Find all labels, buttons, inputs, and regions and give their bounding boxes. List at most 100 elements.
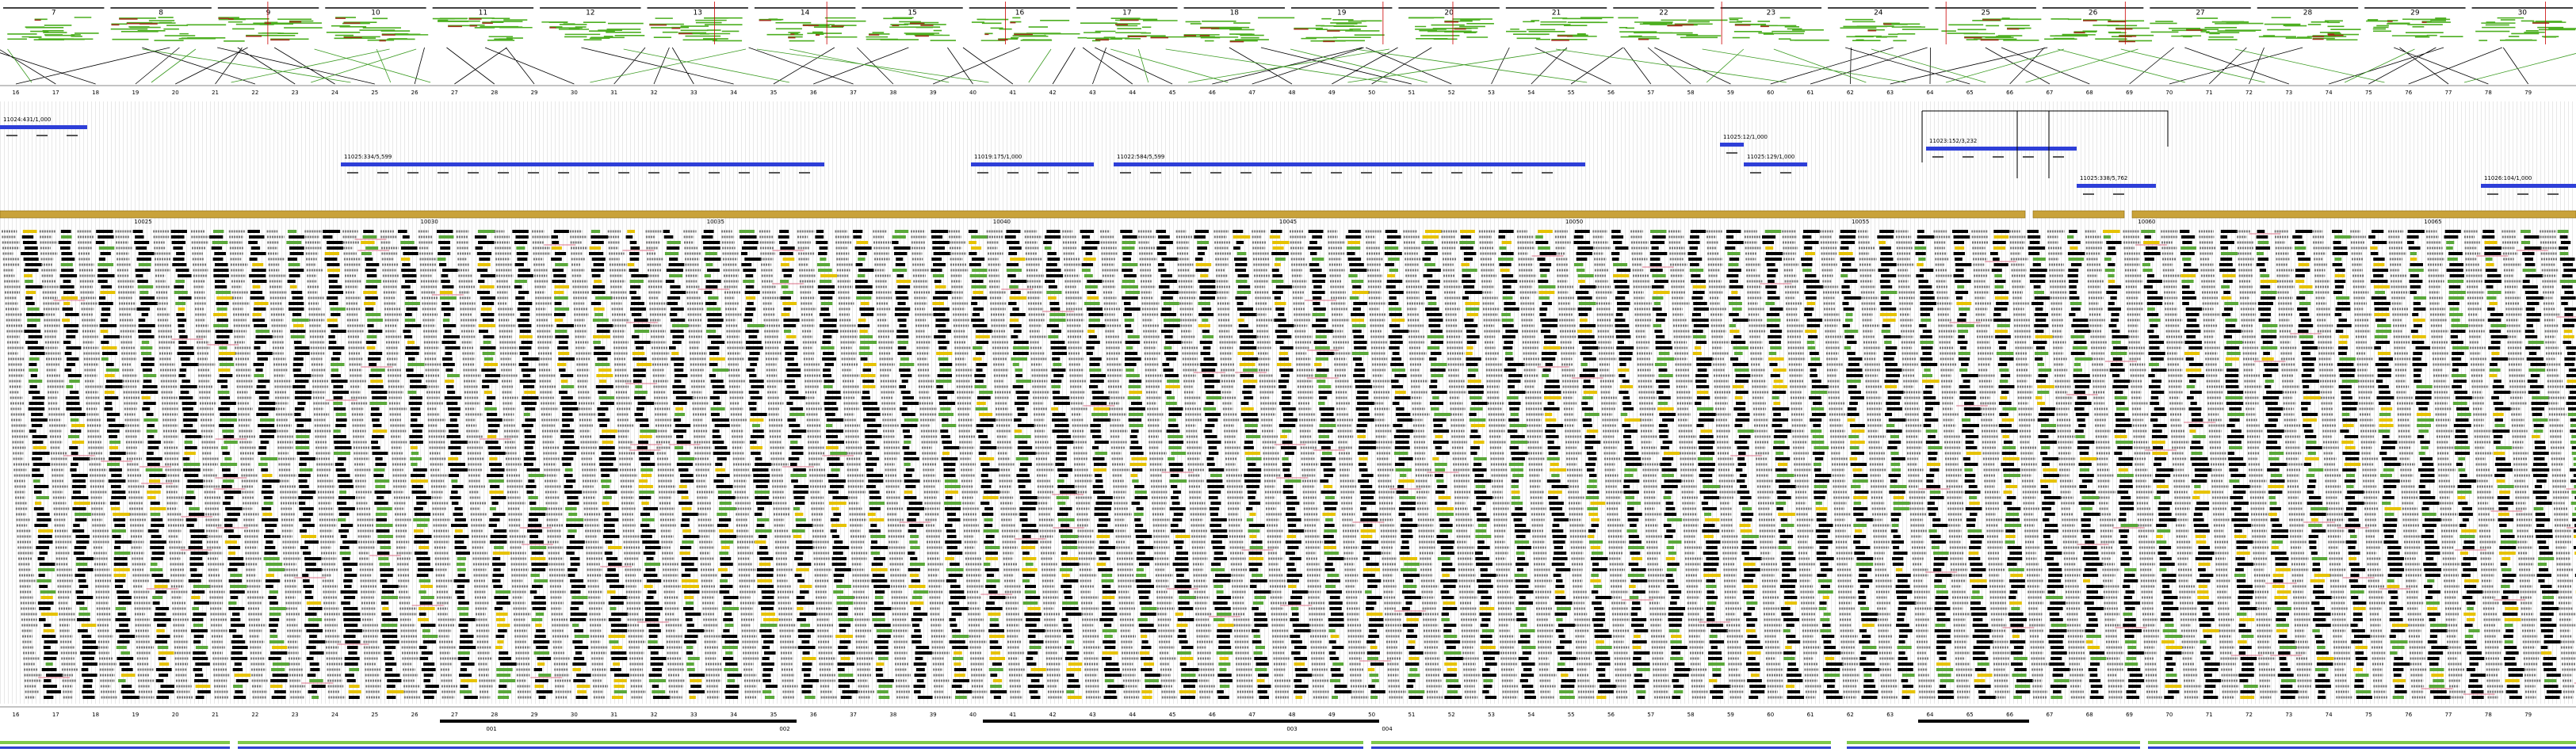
- ruler-label: 54: [1527, 90, 1535, 96]
- clone-streaks-red: [649, 24, 693, 35]
- clone-bars-yellow: [61, 296, 97, 627]
- clone-bars-green: [1613, 263, 1650, 693]
- clone-labels: [2463, 230, 2505, 699]
- clone-bars-yellow: [709, 357, 734, 571]
- clone-bars-yellow: [2334, 274, 2368, 671]
- gold-label: 10025: [134, 219, 151, 225]
- clone-bars-yellow: [519, 335, 546, 688]
- clone-bars: [397, 230, 439, 699]
- ruler-label: 21: [212, 712, 219, 718]
- clone-bars-green: [1650, 230, 1684, 693]
- clone-bars-yellow: [477, 263, 510, 649]
- ruler-label: 47: [1248, 712, 1256, 718]
- clone-highlight: [354, 239, 401, 556]
- clone-bars-yellow: [2143, 241, 2183, 688]
- ruler-label: 21: [212, 90, 219, 96]
- clone-highlight: [1949, 322, 1989, 407]
- ruler-label: 74: [2326, 90, 2333, 96]
- clone-labels: [1592, 230, 1632, 699]
- clone-bars-green: [1994, 274, 2031, 699]
- gold-bar: [2131, 210, 2576, 219]
- clone-labels: [1630, 230, 1671, 699]
- clone-labels: [1516, 230, 1557, 699]
- ruler-label: 56: [1607, 90, 1615, 96]
- bottom-label: 004: [1382, 726, 1393, 732]
- clone-bars-green: [664, 241, 700, 671]
- ruler-label: 36: [810, 90, 817, 96]
- clone-bars: [2219, 230, 2257, 693]
- clone-labels: [304, 230, 346, 699]
- clone-bars: [95, 230, 140, 699]
- clone-highlight: [53, 300, 95, 456]
- clone-bars-green: [1236, 252, 1267, 671]
- contig-bar-label: 11019:175/1,000: [974, 154, 1022, 160]
- ruler-label: 69: [2126, 90, 2133, 96]
- gold-label: 10065: [2424, 219, 2441, 225]
- ruler-label: 32: [651, 90, 658, 96]
- clone-bars: [1194, 230, 1233, 699]
- clone-bars-yellow: [1805, 252, 1835, 660]
- bottom-black-bar: [1918, 720, 2029, 723]
- clone-highlight: [2337, 527, 2375, 578]
- ruler-label: 35: [770, 90, 777, 96]
- clone-bars-green: [2446, 241, 2480, 638]
- bracket: [1921, 110, 2169, 178]
- ruler-label: 31: [610, 90, 617, 96]
- clone-bars-green: [212, 230, 247, 688]
- clone-bars-green: [1197, 241, 1233, 688]
- clone-bars: [853, 230, 894, 682]
- ruler-label: 42: [1049, 712, 1057, 718]
- ruler-label: 62: [1847, 90, 1854, 96]
- gold-label: 10060: [2138, 219, 2155, 225]
- clone-bars-green: [739, 230, 778, 699]
- clone-highlight: [1235, 372, 1274, 551]
- ruler-label: 62: [1847, 712, 1854, 718]
- clone-bars: [625, 235, 671, 699]
- clone-labels: [721, 230, 761, 699]
- clone-highlight: [772, 250, 814, 468]
- clone-labels: [1213, 230, 1255, 699]
- ruler-label: 52: [1448, 712, 1455, 718]
- clone-bars-yellow: [1838, 252, 1875, 627]
- clone-bars: [740, 235, 778, 688]
- ruler-label: 22: [251, 90, 258, 96]
- clone-bars: [1498, 230, 1536, 699]
- clone-bars-yellow: [1613, 274, 1642, 649]
- bottom-blue-bar: [238, 746, 1363, 749]
- clone-bars-yellow: [324, 252, 361, 693]
- contig-number: 25: [1981, 10, 1989, 17]
- clone-bars-yellow: [2180, 274, 2219, 632]
- clone-bars: [1535, 241, 1577, 688]
- ruler-label: 45: [1169, 712, 1176, 718]
- ruler-label: 50: [1368, 712, 1375, 718]
- clone-streaks: [1077, 17, 1187, 42]
- clone-highlight: [140, 466, 178, 590]
- clone-bars-green: [1459, 241, 1494, 682]
- clone-labels: [1441, 230, 1481, 699]
- bottom-blue-bar: [1371, 746, 1831, 749]
- clone-highlight: [1193, 372, 1240, 617]
- clone-labels: [115, 230, 155, 699]
- clone-streaks-red: [2073, 20, 2137, 43]
- ruler-label: 63: [1886, 712, 1894, 718]
- clone-bars: [132, 230, 175, 699]
- clone-bars-green: [1121, 241, 1160, 682]
- contig-bar: [1114, 162, 1585, 166]
- ruler-label: 76: [2405, 712, 2412, 718]
- clone-labels: [569, 230, 609, 699]
- clone-bars-green: [60, 235, 91, 616]
- clone-bars-green: [1880, 291, 1915, 677]
- clone-bars: [968, 230, 1007, 699]
- ruler-label: 47: [1248, 90, 1256, 96]
- bottom-green-bar: [2148, 741, 2576, 744]
- clone-bars: [2180, 230, 2222, 699]
- bottom-green-bar: [238, 741, 1363, 744]
- clone-labels: [2274, 230, 2313, 699]
- ruler-label: 35: [770, 712, 777, 718]
- ruler-label: 78: [2485, 712, 2492, 718]
- ruler-label: 20: [172, 90, 179, 96]
- contig-number: 7: [52, 10, 56, 17]
- gold-label: 10030: [421, 219, 438, 225]
- ruler-label: 37: [850, 712, 857, 718]
- clone-labels: [1820, 230, 1861, 699]
